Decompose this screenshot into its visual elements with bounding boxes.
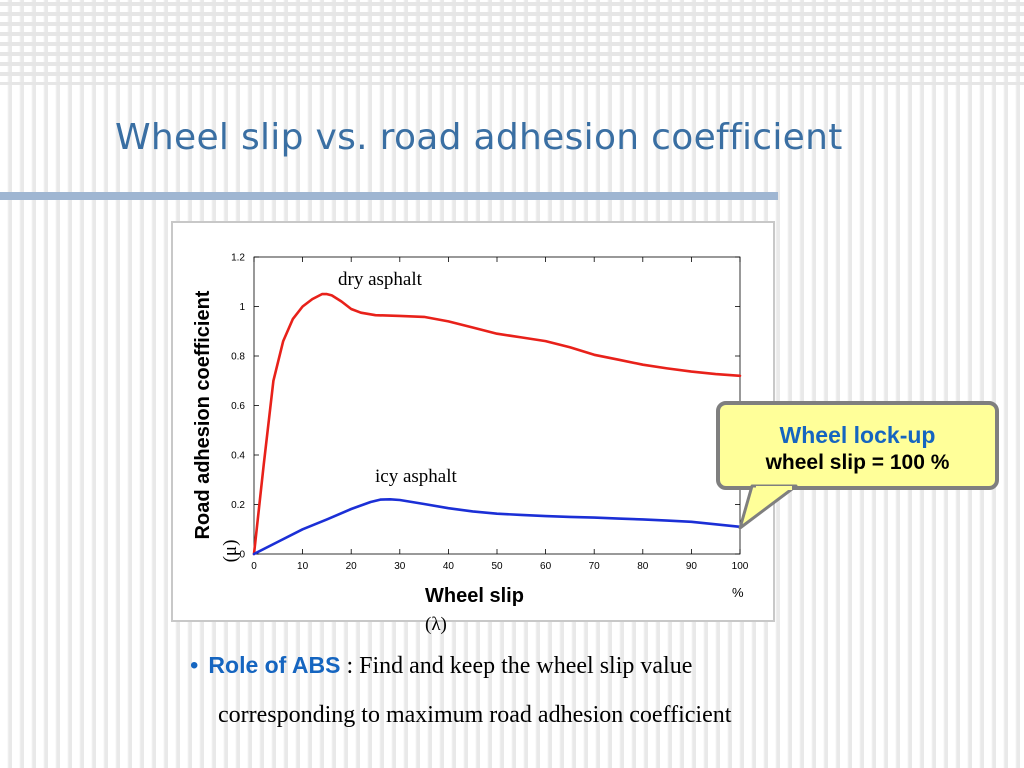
- header-stripe: [0, 82, 1024, 85]
- series: [252, 292, 742, 556]
- x-tick-label: 0: [251, 561, 257, 572]
- ticks: 0 10 20 30 40 50 60 70 80 90 100 0 0.2 0.4 0.6 0.8 1 1.2: [231, 253, 749, 573]
- y-axis-symbol: (μ): [220, 540, 241, 563]
- x-tick-label: 80: [637, 561, 649, 572]
- y-tick-label: 1: [239, 302, 245, 313]
- x-tick-label: 50: [491, 561, 503, 572]
- x-axis-symbol: (λ): [425, 614, 447, 635]
- x-axis-label: Wheel slip: [425, 585, 524, 607]
- x-tick-label: 10: [297, 561, 309, 572]
- header-stripe: [0, 32, 1024, 36]
- callout-detail: wheel slip = 100 %: [765, 451, 950, 474]
- x-tick-label: 30: [394, 561, 406, 572]
- callout-title: Wheel lock-up: [779, 422, 936, 448]
- bullet-role-of-abs: • Role of ABS : Find and keep the wheel s…: [190, 652, 692, 680]
- y-tick-label: 0.6: [231, 401, 245, 412]
- chart-panel: [171, 221, 775, 622]
- bullet-key-term: Role of ABS: [208, 652, 341, 678]
- y-tick-label: 1.2: [231, 253, 245, 264]
- bullet-text: : Find and keep the wheel slip value: [340, 653, 693, 679]
- title-underline: [0, 192, 778, 200]
- x-tick-label: 20: [346, 561, 358, 572]
- x-tick-label: 100: [732, 561, 749, 572]
- header-stripe: [0, 52, 1024, 56]
- plot-area-frame: [253, 256, 741, 555]
- y-tick-label: 0.8: [231, 352, 245, 363]
- series-line-dry-asphalt: [252, 292, 742, 556]
- header-stripe: [0, 42, 1024, 46]
- y-tick-label: 0.2: [231, 500, 245, 511]
- header-stripes: [0, 2, 1024, 85]
- header-stripe: [0, 2, 1024, 6]
- bullet-continuation: corresponding to maximum road adhesion c…: [218, 702, 732, 728]
- y-tick-label: 0.4: [231, 451, 245, 462]
- x-tick-label: 60: [540, 561, 552, 572]
- header-stripe: [0, 72, 1024, 76]
- y-tick-label: 0: [239, 550, 245, 561]
- header-stripe: [0, 62, 1024, 66]
- bullet-marker: •: [190, 652, 199, 679]
- wheel-lockup-callout: Wheel lock-up wheel slip = 100 %: [716, 401, 999, 490]
- header-stripe: [0, 22, 1024, 26]
- header-stripe: [0, 12, 1024, 16]
- x-tick-label: 70: [589, 561, 601, 572]
- y-axis-label: Road adhesion coefficient: [192, 290, 214, 539]
- x-axis-unit: %: [732, 585, 744, 600]
- slide-title: Wheel slip vs. road adhesion coefficient: [115, 117, 843, 158]
- axes: [253, 256, 741, 555]
- x-tick-label: 40: [443, 561, 455, 572]
- x-tick-label: 90: [686, 561, 698, 572]
- annotation-icy-asphalt: icy asphalt: [375, 466, 458, 487]
- annotation-dry-asphalt: dry asphalt: [338, 269, 423, 290]
- series-line-icy-asphalt: [252, 497, 742, 556]
